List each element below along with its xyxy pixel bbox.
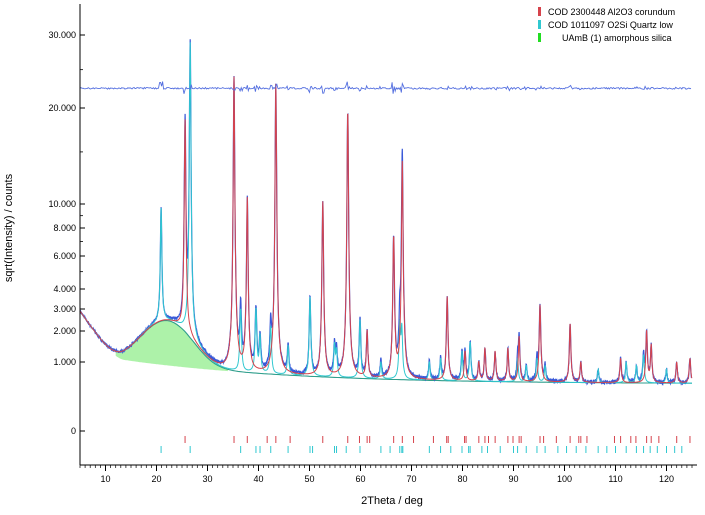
y-tick-label: 30.000 (48, 30, 76, 40)
legend-swatch (538, 20, 541, 29)
x-tick-label: 80 (457, 474, 467, 484)
y-tick-label: 20.000 (48, 103, 76, 113)
y-axis-title: sqrt(Intensity) / counts (3, 173, 15, 282)
amorphous-silica-fill (115, 320, 228, 372)
corundum-calculated-curve (79, 76, 693, 384)
y-tick-label: 0 (71, 426, 76, 436)
y-tick-label: 4.000 (53, 284, 76, 294)
y-tick-label: 8.000 (53, 223, 76, 233)
y-tick-label: 2.000 (53, 326, 76, 336)
x-tick-label: 40 (253, 474, 263, 484)
series-layer (79, 39, 693, 386)
x-tick-label: 100 (557, 474, 572, 484)
x-tick-label: 10 (100, 474, 110, 484)
y-tick-label: 1.000 (53, 357, 76, 367)
y-tick-label: 3.000 (53, 304, 76, 314)
x-tick-label: 30 (202, 474, 212, 484)
legend-swatch (538, 7, 541, 16)
x-tick-label: 50 (304, 474, 314, 484)
phase-marker-layer (160, 436, 691, 453)
axes: 30.000 20.000 10.000 8.000 6.000 4.000 3.000 2.… (48, 4, 697, 484)
y-tick-label: 10.000 (48, 199, 76, 209)
y-tick-label: 6.000 (53, 251, 76, 261)
x-tick-label: 110 (608, 474, 622, 484)
x-tick-label: 60 (355, 474, 365, 484)
x-tick-label: 70 (406, 474, 416, 484)
legend: COD 2300448 Al2O3 corundum COD 1011097 O2… (538, 7, 675, 43)
legend-label: COD 1011097 O2Si Quartz low (548, 20, 673, 30)
legend-swatch (538, 33, 541, 42)
x-tick-label: 20 (151, 474, 161, 484)
difference-curve (79, 81, 692, 94)
x-tick-label: 120 (659, 474, 674, 484)
x-axis-title: 2Theta / deg (361, 495, 423, 507)
legend-label: COD 2300448 Al2O3 corundum (548, 7, 675, 17)
legend-label: UAmB (1) amorphous silica (562, 33, 672, 43)
x-tick-label: 90 (508, 474, 518, 484)
